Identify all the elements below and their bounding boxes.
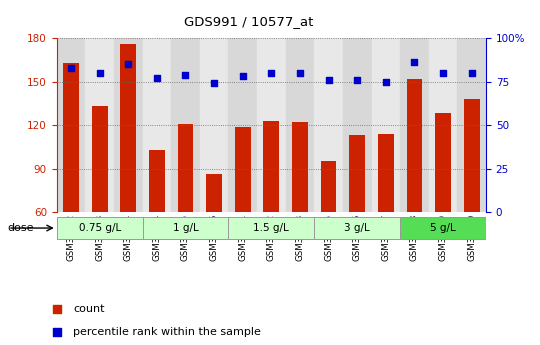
Bar — [63, 63, 79, 212]
Point — [394, 227, 402, 232]
Point — [267, 70, 276, 76]
Bar — [171, 38, 200, 212]
Point — [66, 65, 75, 70]
Point — [95, 70, 104, 76]
FancyBboxPatch shape — [228, 217, 314, 239]
FancyBboxPatch shape — [57, 217, 143, 239]
Text: 3 g/L: 3 g/L — [345, 223, 370, 233]
Text: 0.75 g/L: 0.75 g/L — [78, 223, 121, 233]
Text: 1 g/L: 1 g/L — [173, 223, 198, 233]
FancyBboxPatch shape — [314, 217, 400, 239]
Bar — [92, 106, 107, 212]
Text: percentile rank within the sample: percentile rank within the sample — [73, 327, 261, 337]
Point — [468, 70, 476, 76]
Bar — [429, 38, 457, 212]
Bar — [349, 135, 365, 212]
Bar — [114, 38, 143, 212]
Bar — [57, 38, 85, 212]
Point — [410, 60, 419, 65]
Point — [353, 77, 362, 82]
Bar — [178, 124, 193, 212]
Bar — [464, 99, 480, 212]
Bar — [257, 38, 286, 212]
Bar — [378, 134, 394, 212]
Bar — [228, 38, 257, 212]
Bar — [235, 127, 251, 212]
Point — [124, 61, 133, 67]
Text: 1.5 g/L: 1.5 g/L — [253, 223, 289, 233]
Bar — [314, 38, 343, 212]
Point — [324, 77, 333, 82]
Bar — [435, 114, 451, 212]
Bar — [321, 161, 336, 212]
Point — [438, 70, 447, 76]
Bar — [149, 150, 165, 212]
Point — [210, 80, 218, 86]
Bar — [264, 121, 279, 212]
Bar — [200, 38, 228, 212]
Bar — [292, 122, 308, 212]
Point — [296, 70, 305, 76]
FancyBboxPatch shape — [143, 217, 228, 239]
FancyBboxPatch shape — [400, 217, 486, 239]
Bar — [120, 44, 136, 212]
Bar — [343, 38, 372, 212]
Point — [181, 72, 190, 77]
Bar — [372, 38, 400, 212]
Text: 5 g/L: 5 g/L — [430, 223, 456, 233]
Point — [153, 75, 161, 81]
Bar — [143, 38, 171, 212]
Bar — [457, 38, 486, 212]
Text: GDS991 / 10577_at: GDS991 / 10577_at — [184, 16, 313, 29]
Text: dose: dose — [7, 224, 33, 233]
Point — [394, 23, 402, 28]
Point — [381, 79, 390, 84]
Point — [239, 73, 247, 79]
Bar — [206, 175, 222, 212]
Text: count: count — [73, 304, 105, 314]
Bar — [85, 38, 114, 212]
Bar — [400, 38, 429, 212]
Bar — [407, 79, 422, 212]
Bar — [286, 38, 314, 212]
